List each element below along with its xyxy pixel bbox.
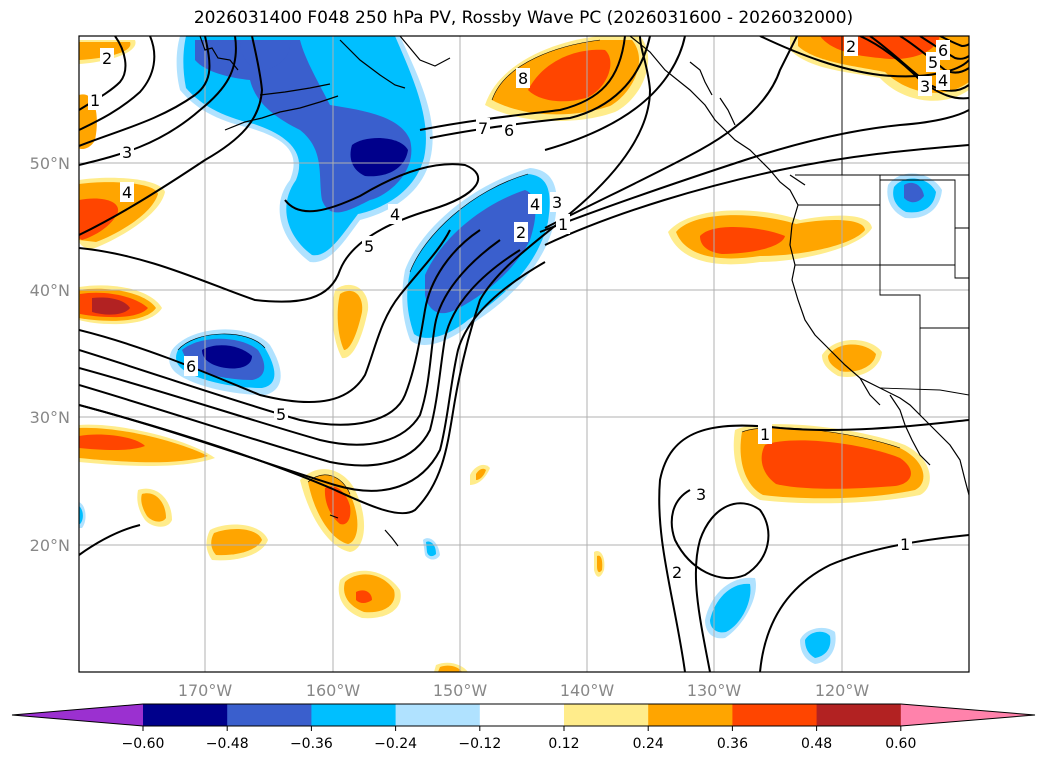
colorbar-tick-label: −0.24 — [374, 736, 417, 752]
pv-contours — [79, 36, 969, 672]
colorbar-extend-high — [900, 704, 1035, 726]
colorbar-tick-label: −0.48 — [206, 736, 249, 752]
colorbar-segment — [564, 704, 649, 726]
contour-label: 6 — [504, 121, 514, 140]
political-borders — [795, 36, 969, 415]
lon-label: 120°W — [815, 681, 870, 700]
colorbar-tick-label: 0.60 — [885, 736, 916, 752]
lon-label: 160°W — [306, 681, 361, 700]
contour-label: 2 — [846, 37, 856, 56]
contour-label: 3 — [552, 193, 562, 212]
colorbar-segment — [648, 704, 733, 726]
lon-label: 130°W — [687, 681, 742, 700]
lat-label: 30°N — [30, 408, 70, 427]
colorbar-segment — [816, 704, 902, 726]
colorbar-segment — [479, 704, 565, 726]
contour-label: 4 — [122, 183, 132, 202]
contour-label: 5 — [364, 237, 374, 256]
shading-layer — [79, 36, 969, 672]
contour-label-halos — [88, 36, 950, 582]
map-frame — [78, 35, 970, 673]
lon-label: 150°W — [433, 681, 488, 700]
lat-label: 20°N — [30, 536, 70, 555]
contour-label: 3 — [122, 143, 132, 162]
colorbar-segment — [311, 704, 397, 726]
contour-label: 4 — [390, 205, 400, 224]
contour-label: 4 — [530, 195, 540, 214]
colorbar-tick-label: 0.24 — [633, 736, 664, 752]
contour-label: 7 — [478, 119, 488, 138]
contour-labels: 2 1 3 4 5 6 4 5 2 3 4 1 7 6 8 1 3 2 1 2 … — [90, 37, 948, 582]
colorbar-tick-label: −0.60 — [122, 736, 165, 752]
longitude-labels: 170°W 160°W 150°W 140°W 130°W 120°W — [178, 681, 870, 700]
colorbar-tick-label: −0.36 — [290, 736, 333, 752]
colorbar-segment — [143, 704, 228, 726]
contour-label: 6 — [186, 357, 196, 376]
lat-label: 40°N — [30, 281, 70, 300]
contour-label: 1 — [90, 91, 100, 110]
colorbar-tick-label: 0.12 — [548, 736, 579, 752]
lon-label: 140°W — [560, 681, 615, 700]
latitude-labels: 50°N 40°N 30°N 20°N — [30, 154, 70, 555]
colorbar-segment — [732, 704, 818, 726]
contour-label: 1 — [900, 535, 910, 554]
contour-label: 1 — [760, 425, 770, 444]
contour-label: 2 — [672, 563, 682, 582]
contour-label: 5 — [276, 405, 286, 424]
negative-anomaly-fill — [79, 36, 942, 664]
contour-label: 3 — [696, 485, 706, 504]
map-title: 2026031400 F048 250 hPa PV, Rossby Wave … — [193, 8, 854, 28]
contour-label: 6 — [938, 41, 948, 60]
colorbar: −0.60 −0.48 −0.36 −0.24 −0.12 0.12 0.24 0.36 0.4… — [11, 703, 1036, 752]
contour-label: 4 — [938, 71, 948, 90]
colorbar-tick-label: 0.48 — [801, 736, 832, 752]
contour-label: 2 — [102, 49, 112, 68]
contour-label: 5 — [928, 53, 938, 72]
contour-label: 3 — [920, 77, 930, 96]
contour-label: 1 — [558, 215, 568, 234]
colorbar-extend-low — [12, 704, 143, 726]
contour-label: 8 — [518, 69, 528, 88]
lon-label: 170°W — [178, 681, 233, 700]
colorbar-segment — [395, 704, 481, 726]
contour-label: 2 — [516, 223, 526, 242]
coastlines — [199, 36, 969, 547]
colorbar-segment — [227, 704, 312, 726]
colorbar-tick-label: −0.12 — [458, 736, 501, 752]
lat-label: 50°N — [30, 154, 70, 173]
colorbar-tick-label: 0.36 — [717, 736, 748, 752]
